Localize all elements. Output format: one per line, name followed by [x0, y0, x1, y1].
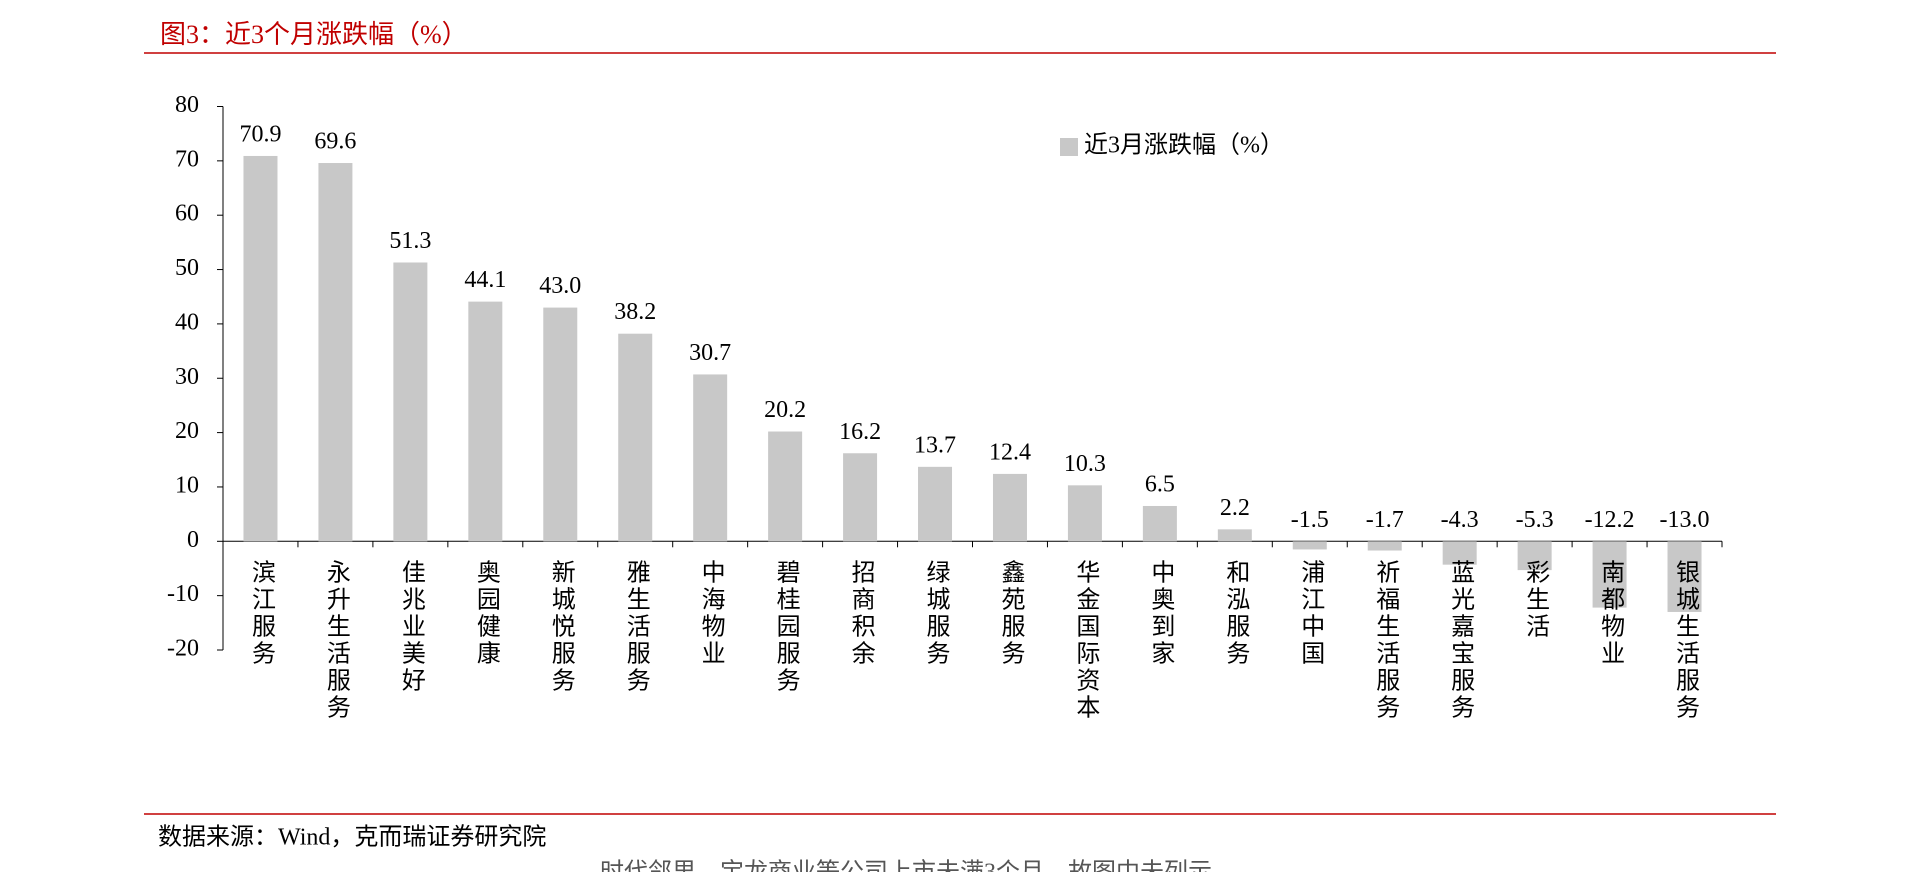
bar [318, 163, 353, 542]
value-label: 2.2 [1220, 495, 1250, 521]
bar [992, 473, 1027, 542]
x-tick-label: 南都物业 [1597, 559, 1625, 667]
value-label: -1.7 [1366, 507, 1404, 533]
value-label: 12.4 [989, 439, 1031, 465]
value-label: 44.1 [464, 267, 506, 293]
x-tick-label: 永升生活服务 [322, 559, 350, 721]
chart-title: 图3：近3个月涨跌幅（%） [160, 20, 468, 49]
x-tick-label: 和泓服务 [1222, 559, 1250, 667]
value-label: 30.7 [689, 340, 731, 366]
x-tick-label: 中海物业 [697, 559, 725, 667]
x-tick-label: 新城悦服务 [547, 559, 575, 694]
x-tick-label: 彩生活 [1522, 559, 1550, 640]
bar [618, 333, 653, 542]
x-tick-label: 中奥到家 [1147, 559, 1175, 667]
y-tick-label: -20 [167, 636, 199, 662]
bar [1367, 541, 1402, 551]
bar [543, 307, 578, 542]
bar [1442, 541, 1477, 565]
legend-swatch [1060, 138, 1078, 156]
value-label: -13.0 [1660, 507, 1710, 533]
y-tick-label: 40 [175, 309, 199, 335]
y-tick-label: 30 [175, 364, 199, 390]
value-label: 13.7 [914, 432, 956, 458]
source: 数据来源：Wind，克而瑞证券研究院 [158, 824, 546, 851]
bar [1517, 541, 1552, 571]
legend-label: 近3月涨跌幅（%） [1084, 132, 1284, 159]
bar [1217, 529, 1252, 542]
bar [243, 155, 278, 542]
x-tick-label: 绿城服务 [922, 559, 950, 667]
bar [1292, 541, 1327, 550]
x-tick-label: 银城生活服务 [1672, 559, 1700, 721]
x-tick-label: 招商积余 [847, 559, 875, 667]
y-tick-label: 0 [187, 527, 199, 553]
bar [918, 466, 953, 542]
value-label: 51.3 [389, 228, 431, 254]
value-label: 6.5 [1145, 471, 1175, 497]
x-tick-label: 碧桂园服务 [772, 559, 800, 694]
value-label: -5.3 [1516, 507, 1554, 533]
bar [1667, 541, 1702, 612]
value-label: 20.2 [764, 397, 806, 423]
y-tick-label: 80 [175, 92, 199, 118]
bar [768, 431, 803, 542]
bar [843, 453, 878, 542]
bar [1142, 505, 1177, 542]
x-tick-label: 滨江服务 [247, 559, 275, 667]
x-tick-label: 佳兆业美好 [397, 559, 425, 694]
y-tick-label: 60 [175, 201, 199, 227]
x-tick-label: 华金国际资本 [1072, 559, 1100, 721]
bar [393, 262, 428, 542]
value-label: 69.6 [314, 129, 356, 155]
x-tick-label: 雅生活服务 [622, 559, 650, 694]
value-label: 43.0 [539, 273, 581, 299]
value-label: 16.2 [839, 419, 881, 445]
note: 时代邻里、宝龙商业等公司上市未满3个月，故图中未列示 [600, 859, 1212, 872]
x-tick-label: 祈福生活服务 [1372, 559, 1400, 721]
y-tick-label: -10 [167, 581, 199, 607]
bar [1592, 541, 1627, 608]
value-label: 70.9 [239, 121, 281, 147]
y-tick-label: 50 [175, 255, 199, 281]
value-label: -4.3 [1441, 507, 1479, 533]
x-tick-label: 鑫苑服务 [997, 559, 1025, 667]
bar [468, 301, 503, 542]
bar [693, 374, 728, 542]
y-tick-label: 10 [175, 472, 199, 498]
bar [1067, 485, 1102, 542]
y-tick-label: 20 [175, 418, 199, 444]
x-tick-label: 浦江中国 [1297, 559, 1325, 667]
y-tick-label: 70 [175, 146, 199, 172]
value-label: -12.2 [1585, 507, 1635, 533]
x-tick-label: 奥园健康 [472, 559, 500, 667]
value-label: 10.3 [1064, 451, 1106, 477]
value-label: 38.2 [614, 299, 656, 325]
x-tick-label: 蓝光嘉宝服务 [1447, 559, 1475, 721]
value-label: -1.5 [1291, 507, 1329, 533]
